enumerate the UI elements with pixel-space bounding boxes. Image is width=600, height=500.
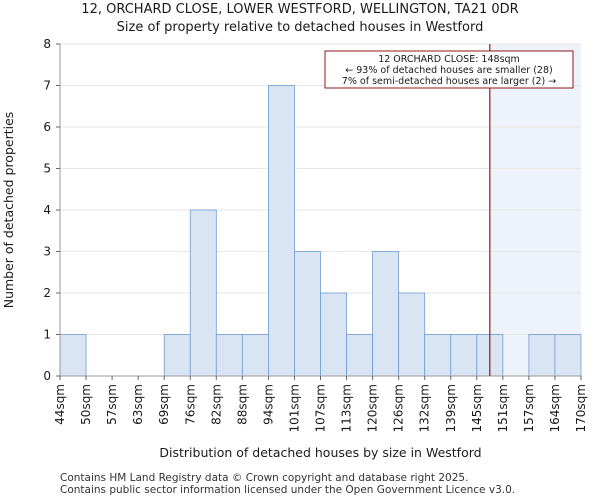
x-tick-label: 145sqm xyxy=(470,384,484,432)
annotation-line: 12 ORCHARD CLOSE: 148sqm xyxy=(378,54,520,65)
x-tick-label: 164sqm xyxy=(548,384,562,432)
y-tick-label: 1 xyxy=(43,328,51,342)
histogram-bar xyxy=(189,209,217,377)
x-tick-label: 63sqm xyxy=(131,384,145,425)
histogram-bar xyxy=(294,251,321,377)
y-axis-title: Number of detached properties xyxy=(1,112,16,309)
y-tick-label: 8 xyxy=(43,37,51,51)
histogram-bar xyxy=(267,85,295,377)
histogram-bar xyxy=(372,251,400,377)
chart-title-address: 12, ORCHARD CLOSE, LOWER WESTFORD, WELLI… xyxy=(81,2,519,17)
y-tick-label: 5 xyxy=(43,162,51,176)
histogram-bar xyxy=(554,334,582,377)
histogram-bar xyxy=(320,292,347,377)
y-tick-label: 7 xyxy=(43,79,51,93)
x-tick-label: 139sqm xyxy=(444,384,458,432)
y-tick-label: 4 xyxy=(43,203,51,217)
histogram-bar xyxy=(215,334,243,377)
x-tick-label: 170sqm xyxy=(574,384,588,432)
histogram-bar xyxy=(398,292,426,377)
histogram-bar xyxy=(241,334,269,377)
x-tick-label: 157sqm xyxy=(522,384,536,432)
histogram-bar xyxy=(424,334,452,377)
x-tick-label: 151sqm xyxy=(496,384,510,432)
x-tick-label: 44sqm xyxy=(53,384,67,425)
y-tick-label: 0 xyxy=(43,369,51,383)
annotation-line: 7% of semi-detached houses are larger (2… xyxy=(342,76,556,87)
histogram-bar xyxy=(59,334,87,377)
x-tick-label: 76sqm xyxy=(183,384,197,425)
x-tick-label: 120sqm xyxy=(366,384,380,432)
x-tick-label: 88sqm xyxy=(235,384,249,425)
x-tick-label: 132sqm xyxy=(418,384,432,432)
footer-licence: Contains public sector information licen… xyxy=(60,484,516,496)
annotation-line: ← 93% of detached houses are smaller (28… xyxy=(345,65,552,76)
x-tick-label: 50sqm xyxy=(79,384,93,425)
footer-copyright: Contains HM Land Registry data © Crown c… xyxy=(60,472,469,484)
histogram-bar xyxy=(528,334,556,377)
x-tick-label: 113sqm xyxy=(340,384,354,432)
histogram-bar xyxy=(163,334,191,377)
chart-title: Size of property relative to detached ho… xyxy=(116,20,484,35)
histogram-bar xyxy=(346,334,373,377)
x-tick-label: 69sqm xyxy=(157,384,171,425)
y-tick-label: 6 xyxy=(43,120,51,134)
x-tick-label: 57sqm xyxy=(105,384,119,425)
x-tick-label: 126sqm xyxy=(392,384,406,432)
x-axis-title: Distribution of detached houses by size … xyxy=(159,445,481,460)
x-tick-label: 82sqm xyxy=(209,384,223,425)
x-tick-label: 94sqm xyxy=(261,384,275,425)
x-tick-label: 101sqm xyxy=(287,384,301,432)
y-tick-label: 2 xyxy=(43,286,51,300)
y-tick-label: 3 xyxy=(43,245,51,259)
x-tick-label: 107sqm xyxy=(314,384,328,432)
histogram-bar xyxy=(450,334,478,377)
annotation-box xyxy=(324,50,574,89)
